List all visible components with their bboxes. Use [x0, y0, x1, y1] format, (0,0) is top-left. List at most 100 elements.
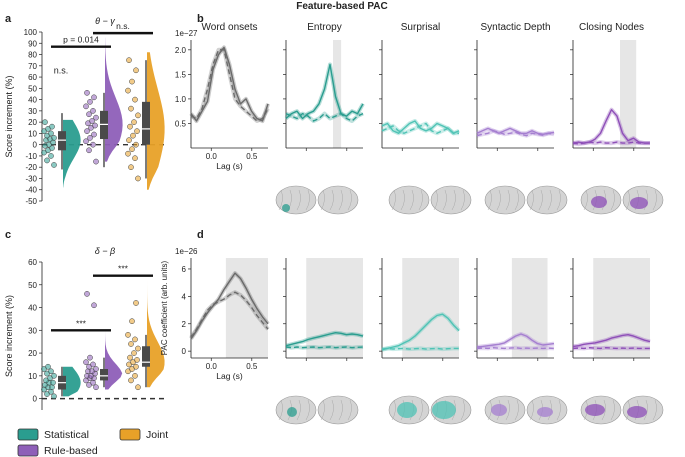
- series-solid: [476, 127, 555, 135]
- data-point: [125, 87, 131, 94]
- y-tick-label: 0: [33, 141, 38, 150]
- brain-sulcus: [643, 399, 648, 421]
- y-tick-label: 50: [28, 84, 37, 93]
- brain-sulcus: [652, 189, 657, 211]
- data-point: [132, 336, 138, 343]
- significance-label: ***: [76, 318, 87, 328]
- y-tick-label: 30: [28, 326, 37, 335]
- data-point: [86, 147, 92, 154]
- significance-label: n.s.: [116, 21, 130, 31]
- brain-sulcus: [329, 189, 334, 211]
- brain-activation: [287, 407, 297, 417]
- scale-label: 1e−27: [175, 29, 198, 38]
- violin-chart-c: δ − β 0 10 20 30 40 50 60 Score increment (%) ***…: [4, 246, 168, 410]
- data-point: [133, 141, 139, 148]
- brain-activation: [585, 404, 605, 416]
- data-point: [48, 388, 54, 395]
- brain-activation: [282, 204, 290, 212]
- data-point: [92, 122, 98, 129]
- data-point: [83, 359, 89, 366]
- data-point: [128, 341, 134, 347]
- data-point: [84, 89, 90, 96]
- y-tick-label: 50: [28, 281, 37, 290]
- y-tick-label: 0: [182, 347, 187, 356]
- data-point: [130, 132, 136, 139]
- brain-sulcus: [442, 189, 447, 211]
- x-tick-label: 0.0: [206, 152, 218, 161]
- series-solid: [381, 313, 460, 351]
- data-point: [127, 123, 133, 130]
- brain-activation: [432, 401, 456, 419]
- data-point: [129, 146, 135, 153]
- x-tick-label: 0.5: [246, 152, 258, 161]
- y-tick-label: 80: [28, 51, 37, 60]
- brain-sulcus: [347, 189, 352, 211]
- series-dashed: [572, 347, 650, 350]
- data-point: [42, 119, 48, 125]
- chart-title: θ − γ: [95, 16, 115, 26]
- legend-label-rule-based: Rule-based: [44, 445, 98, 457]
- significance-shade: [511, 258, 548, 358]
- x-axis-label: Lag (s): [216, 371, 243, 381]
- y-axis-label: PAC coefficient (arb. units): [160, 260, 169, 355]
- data-point: [49, 384, 55, 391]
- significance-label: ***: [118, 264, 129, 274]
- significance-shade: [333, 40, 342, 148]
- data-point: [48, 368, 54, 375]
- line-panels-b: Word onsets 0.0 0.5 0.5 1.0 1.5 2.0 1e−27 Lag (s…: [175, 22, 650, 171]
- data-point: [129, 318, 135, 325]
- panel-label-c: c: [5, 229, 11, 241]
- brain-activation: [591, 196, 607, 208]
- data-point: [93, 158, 99, 165]
- y-tick-label: 40: [28, 304, 37, 313]
- series-dashed: [476, 130, 555, 137]
- significance-shade: [225, 258, 268, 358]
- data-point: [131, 119, 137, 125]
- series-band: [284, 62, 365, 121]
- brain-sulcus: [305, 399, 310, 421]
- group-annotation: n.s.: [54, 66, 69, 76]
- brain-sulcus: [610, 399, 615, 421]
- brain-activation: [397, 402, 417, 418]
- iqr-box: [142, 101, 150, 145]
- y-tick-label: 60: [28, 258, 37, 267]
- brain-sulcus: [338, 399, 343, 421]
- brain-sulcus: [296, 189, 301, 211]
- data-point: [90, 379, 96, 386]
- brain-sulcus: [529, 189, 534, 211]
- brain-sulcus: [347, 399, 352, 421]
- brain-sulcus: [601, 399, 606, 421]
- iqr-box: [142, 346, 150, 367]
- significance-shade: [306, 258, 363, 358]
- brain-hemisphere: [388, 185, 430, 215]
- violin-shape: [105, 291, 123, 390]
- brain-sulcus: [514, 189, 519, 211]
- data-point: [51, 135, 57, 141]
- data-point: [133, 67, 139, 74]
- y-tick-label: 70: [28, 62, 37, 71]
- violin-shape: [147, 280, 165, 388]
- data-point: [128, 164, 134, 171]
- brain-sulcus: [391, 189, 396, 211]
- y-tick-label: 40: [28, 96, 37, 105]
- y-tick-label: 10: [28, 372, 37, 381]
- brain-activation: [627, 406, 647, 418]
- y-tick-label: 6: [182, 265, 187, 274]
- data-point: [83, 103, 89, 110]
- series-dashed: [190, 291, 269, 338]
- series-dashed: [476, 347, 555, 350]
- data-point: [128, 105, 134, 112]
- brain-activation: [537, 407, 553, 417]
- x-tick-label: 0.0: [206, 362, 218, 371]
- series-band: [572, 107, 650, 146]
- y-tick-label: -50: [25, 197, 37, 206]
- brain-sulcus: [643, 189, 648, 211]
- series-solid: [285, 332, 364, 347]
- data-point: [125, 150, 131, 157]
- data-point: [51, 393, 57, 400]
- y-tick-label: 20: [28, 349, 37, 358]
- iqr-box: [100, 369, 108, 381]
- data-point: [44, 157, 50, 164]
- y-tick-label: 1.5: [175, 70, 187, 79]
- data-point: [126, 137, 132, 144]
